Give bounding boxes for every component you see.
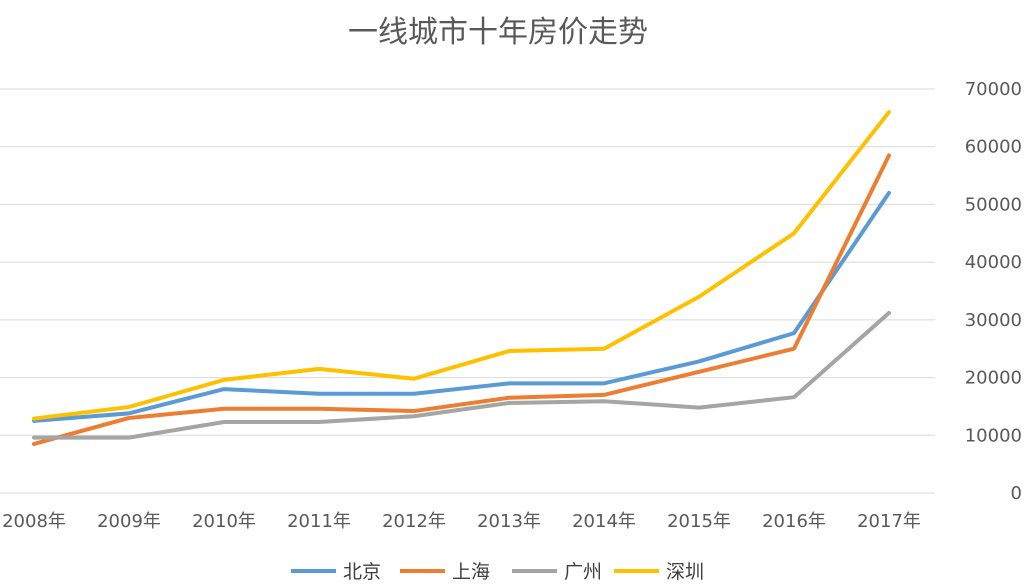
- series-line-1: [32, 153, 891, 446]
- legend-label: 上海: [452, 561, 490, 583]
- legend: 北京 上海 广州 深圳: [291, 561, 704, 583]
- y-tick-label: 30000: [965, 310, 1022, 331]
- x-tick-label: 2010年: [192, 511, 256, 532]
- x-tick-label: 2008年: [2, 511, 66, 532]
- y-tick-label: 40000: [965, 252, 1022, 273]
- y-axis-ticks: 0 10000 20000 30000 40000 50000 60000 70000: [965, 79, 1022, 504]
- x-tick-label: 2012年: [382, 511, 446, 532]
- x-tick-label: 2009年: [97, 511, 161, 532]
- y-tick-label: 60000: [965, 137, 1022, 158]
- x-tick-label: 2014年: [572, 511, 636, 532]
- x-axis-ticks: 2008年 2009年 2010年 2011年 2012年 2013年 2014年 2015年…: [2, 511, 921, 532]
- x-tick-label: 2016年: [762, 511, 826, 532]
- x-tick-label: 2011年: [287, 511, 351, 532]
- gridlines: [0, 88, 935, 494]
- chart-title: 一线城市十年房价走势: [348, 15, 648, 50]
- x-tick-label: 2017年: [857, 511, 921, 532]
- y-tick-label: 70000: [965, 79, 1022, 100]
- legend-label: 深圳: [666, 561, 704, 583]
- series-line-0: [32, 190, 891, 423]
- legend-label: 广州: [564, 561, 602, 583]
- y-tick-label: 50000: [965, 194, 1022, 215]
- y-tick-label: 10000: [965, 425, 1022, 446]
- x-tick-label: 2015年: [667, 511, 731, 532]
- series-lines: [32, 110, 891, 446]
- y-tick-label: 0: [1011, 483, 1022, 504]
- y-tick-label: 20000: [965, 368, 1022, 389]
- legend-label: 北京: [343, 561, 381, 583]
- x-tick-label: 2013年: [477, 511, 541, 532]
- series-line-2: [32, 310, 891, 440]
- series-line-3: [32, 110, 891, 421]
